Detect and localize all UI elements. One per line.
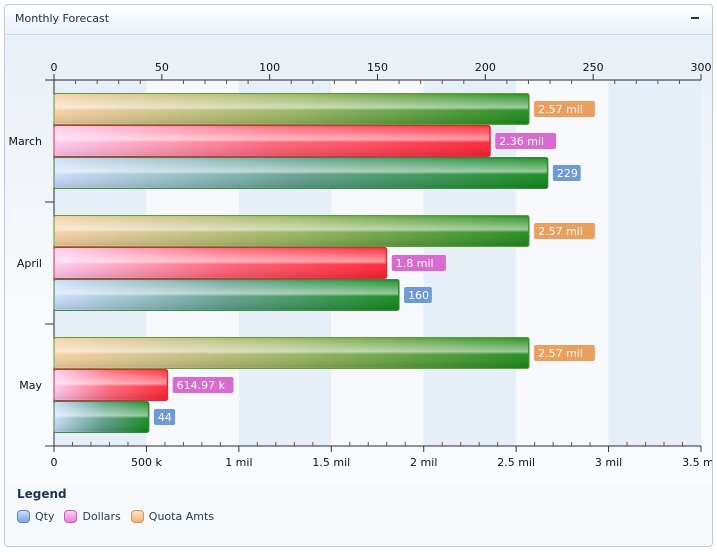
data-label: 2.57 mil [538,103,583,116]
legend-item-quota-amts: Quota Amts [130,510,214,523]
data-label: 1.8 mil [396,257,434,270]
data-label-box [534,345,595,361]
legend-swatch-qty [17,510,30,523]
legend-item-dollars: Dollars [64,510,121,523]
data-label-box [391,255,446,271]
bar-gloss [55,370,167,400]
collapse-icon[interactable] [688,11,702,25]
bottom-axis-tick-label: 3 mil [595,456,622,469]
plot-band [608,80,701,446]
top-axis-tick-label: 100 [259,61,280,74]
bar-gloss [55,402,148,432]
category-label: March [8,135,42,148]
bar-gloss [55,280,399,310]
bottom-axis-tick-label: 2 mil [410,456,437,469]
top-axis-tick-label: 0 [51,61,58,74]
data-label: 614.97 k [177,379,226,392]
data-label: 2.36 mil [499,135,544,148]
data-label: 229 [557,167,578,180]
data-label: 160 [408,289,429,302]
data-label: 2.57 mil [538,225,583,238]
bottom-axis-tick-label: 500 k [131,456,162,469]
legend-label-dollars: Dollars [82,510,121,523]
top-axis-tick-label: 150 [367,61,388,74]
legend-swatch-dollars [64,510,78,523]
bar-gloss [55,338,529,368]
top-axis-tick-label: 200 [475,61,496,74]
bar-gloss [55,94,529,124]
data-label-box [534,223,595,239]
data-label-box [153,409,176,425]
legend-label-qty: Qty [35,510,55,523]
bar-gloss [55,126,490,156]
legend-item-qty: Qty [17,510,54,523]
data-label-box [552,165,581,181]
forecast-panel: Monthly Forecast 0 50 100 150 200 250 300 0 500 … [4,4,713,547]
category-label: April [17,257,42,270]
top-axis-tick-label: 300 [691,61,712,74]
data-label-box [534,101,595,117]
bar-gloss [55,158,547,188]
bar-gloss [55,248,386,278]
legend-swatch-quota-amts [130,510,144,523]
legend-title: Legend [17,487,67,501]
bottom-axis-tick-label: 1 mil [225,456,252,469]
data-label-box [404,287,432,303]
data-label: 44 [158,411,172,424]
bottom-axis-tick-label: 0 [51,456,58,469]
chart-area: 0 50 100 150 200 250 300 0 500 k 1 mil 1.5 mil 2 mi… [5,36,713,484]
panel-title: Monthly Forecast [15,12,110,25]
data-label: 2.57 mil [538,347,583,360]
legend: Legend Qty Dollars Quota Amts [17,487,214,523]
legend-label-quota-amts: Quota Amts [148,510,214,523]
data-label-box [495,133,557,149]
category-label: May [19,379,42,392]
bar-chart: 0 50 100 150 200 250 300 0 500 k 1 mil 1.5 mil 2 mi… [8,61,713,469]
top-axis-tick-label: 250 [583,61,604,74]
bottom-axis-tick-label: 3.5 mil [682,456,713,469]
panel-header: Monthly Forecast [5,5,712,35]
top-axis-tick-label: 50 [155,61,169,74]
bar-gloss [55,216,529,246]
bottom-axis-tick-label: 2.5 mil [497,456,535,469]
bottom-axis-tick-label: 1.5 mil [312,456,350,469]
data-label-box [172,377,234,393]
